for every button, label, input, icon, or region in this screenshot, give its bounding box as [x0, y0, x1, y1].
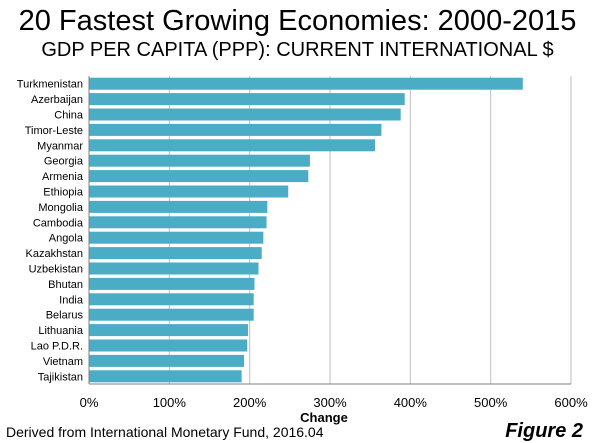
- x-tick-label: 100%: [153, 395, 187, 410]
- category-label: Myanmar: [37, 140, 83, 152]
- bar-tajikistan: [89, 370, 242, 383]
- bar-myanmar: [89, 139, 375, 152]
- category-label: Belarus: [46, 310, 84, 322]
- bar-lithuania: [89, 324, 249, 337]
- category-label: India: [59, 294, 84, 306]
- axes: [88, 76, 571, 385]
- bar-georgia: [89, 154, 310, 167]
- category-label: Tajikistan: [38, 371, 83, 383]
- category-label: Uzbekistan: [29, 264, 83, 276]
- x-tick-label: 300%: [313, 395, 347, 410]
- bar-india: [89, 293, 254, 306]
- bar-ethiopia: [89, 185, 289, 198]
- category-label: Kazakhstan: [26, 248, 83, 260]
- chart-title: 20 Fastest Growing Economies: 2000-2015: [18, 5, 577, 37]
- category-label: Ethiopia: [43, 187, 84, 199]
- category-label: Cambodia: [33, 217, 84, 229]
- category-label: Vietnam: [43, 356, 83, 368]
- bar-vietnam: [89, 354, 245, 367]
- bar-mongolia: [89, 200, 268, 213]
- bar-uzbekistan: [89, 262, 259, 275]
- x-tick-label: 200%: [233, 395, 267, 410]
- gridlines: [168, 76, 572, 384]
- x-tick-label: 400%: [394, 395, 428, 410]
- bar-belarus: [89, 308, 254, 321]
- category-label: Armenia: [42, 171, 84, 183]
- x-tick-label: 0%: [80, 395, 99, 410]
- category-label: Timor-Leste: [25, 125, 83, 137]
- bar-azerbaijan: [89, 93, 405, 106]
- x-tick-label: 500%: [474, 395, 508, 410]
- x-tick-label: 600%: [554, 395, 588, 410]
- bar-turkmenistan: [89, 77, 523, 90]
- labels: 0% 100% 200% 300% 400% 500% 600% Turkmenistan Az…: [17, 79, 588, 425]
- bar-timor-leste: [89, 123, 382, 136]
- bar-angola: [89, 231, 264, 244]
- chart-subtitle: GDP PER CAPITA (PPP): CURRENT INTERNATIO…: [41, 39, 554, 61]
- x-axis-title: Change: [300, 410, 348, 425]
- category-label: Mongolia: [38, 202, 84, 214]
- category-label: Georgia: [44, 156, 84, 168]
- category-label: Lithuania: [38, 325, 84, 337]
- category-label: Azerbaijan: [31, 94, 83, 106]
- category-label: China: [54, 110, 84, 122]
- category-label: Lao P.D.R.: [31, 341, 83, 353]
- figure-label: Figure 2: [505, 420, 583, 442]
- bar-bhutan: [89, 277, 255, 290]
- category-label: Angola: [49, 233, 84, 245]
- category-label: Bhutan: [48, 279, 83, 291]
- bars: [89, 77, 523, 383]
- source-note: Derived from International Monetary Fund…: [6, 424, 324, 440]
- category-label: Turkmenistan: [17, 79, 83, 91]
- bar-kazakhstan: [89, 247, 262, 260]
- bar-china: [89, 108, 401, 121]
- bar-cambodia: [89, 216, 267, 229]
- bar-armenia: [89, 170, 309, 183]
- bar-lao-p-d-r-: [89, 339, 248, 352]
